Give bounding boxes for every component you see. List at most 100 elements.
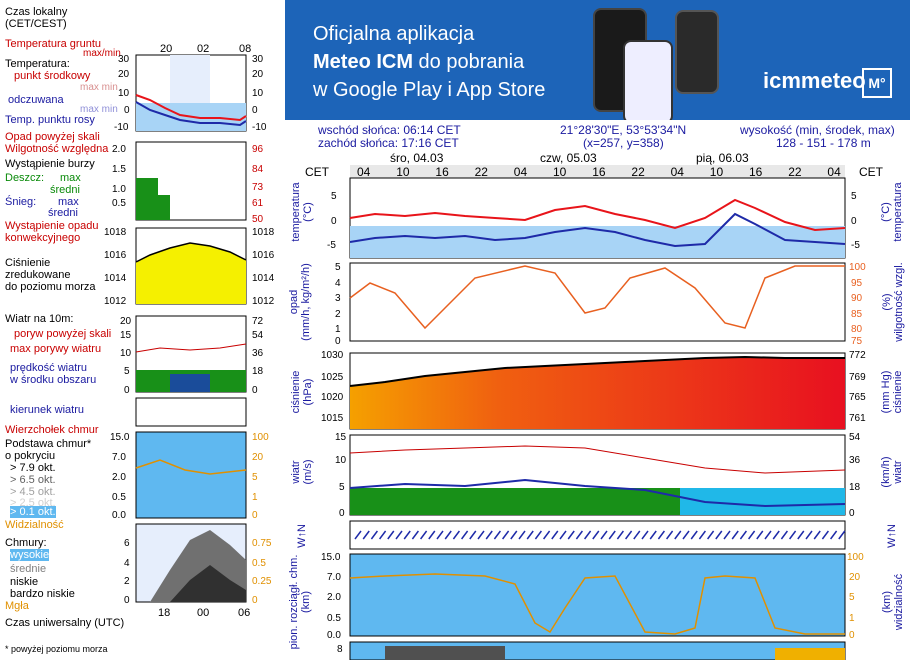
svg-text:765: 765 [849, 392, 866, 403]
svg-text:0.5: 0.5 [252, 558, 266, 569]
svg-text:20: 20 [849, 572, 861, 583]
wind-dir-arrow [485, 530, 493, 540]
svg-text:7.0: 7.0 [112, 452, 126, 463]
svg-text:5: 5 [851, 191, 857, 202]
svg-text:0: 0 [331, 216, 337, 227]
svg-text:15: 15 [335, 432, 347, 443]
wind-dir-arrow [829, 530, 838, 540]
wind-dir-arrow [354, 530, 362, 540]
hour-tick-3: 22 [475, 165, 489, 179]
svg-text:84: 84 [252, 164, 264, 175]
coords: 21°28'30"E, 53°53'34"N [560, 123, 687, 137]
svg-text:0.5: 0.5 [112, 492, 126, 503]
label-cloud-right: (km) widzialność [881, 573, 905, 631]
svg-text:3: 3 [335, 293, 341, 304]
svg-text:769: 769 [849, 372, 866, 383]
svg-text:2: 2 [335, 309, 341, 320]
svg-text:761: 761 [849, 413, 866, 424]
svg-text:4: 4 [124, 558, 130, 569]
label-rain-right: (%) wilgotność wzgl. [881, 262, 905, 342]
svg-text:4: 4 [335, 278, 341, 289]
svg-text:1015: 1015 [321, 413, 344, 424]
legend-time-local: Czas lokalny (CET/CEST) [5, 6, 68, 30]
wind-dir-arrow [772, 530, 780, 540]
svg-text:30: 30 [252, 54, 264, 65]
wind-dir-arrow [821, 530, 830, 540]
svg-text:-10: -10 [252, 122, 267, 133]
legend-gust-over: poryw powyżej skali [14, 328, 112, 340]
phone-image-2 [623, 40, 673, 120]
svg-text:-5: -5 [851, 240, 860, 251]
wind-dir-arrow [510, 530, 518, 540]
wind-dir-arrow [674, 530, 682, 540]
svg-text:100: 100 [847, 552, 864, 563]
wind-dir-arrow [387, 530, 395, 540]
legend-soil-temp: Temperatura gruntu [5, 38, 101, 50]
brand-logo: icmmeteo [763, 68, 866, 93]
svg-text:5: 5 [124, 366, 130, 377]
svg-text:80: 80 [851, 324, 863, 335]
svg-text:0: 0 [339, 508, 345, 519]
svg-text:15.0: 15.0 [110, 432, 130, 443]
svg-text:0.75: 0.75 [252, 538, 272, 549]
svg-text:0.0: 0.0 [112, 510, 126, 521]
tick-utc-1: 00 [197, 607, 209, 619]
day-0: śro, 04.03 [390, 151, 444, 165]
wind-dir-arrow [805, 530, 813, 540]
svg-text:100: 100 [252, 432, 269, 443]
hour-tick-9: 10 [710, 165, 724, 179]
altitude-value: 128 - 151 - 178 m [776, 136, 871, 150]
hour-tick-2: 16 [435, 165, 449, 179]
legend-okt65: > 6.5 okt. [10, 474, 56, 486]
cet-left: CET [305, 165, 330, 179]
svg-text:1: 1 [335, 324, 341, 335]
svg-text:10: 10 [335, 455, 347, 466]
hour-ticks: 04 10 16 22 04 10 16 22 04 10 16 22 04 [357, 165, 841, 179]
tick-local-2: 08 [239, 43, 251, 55]
svg-text:36: 36 [849, 455, 861, 466]
svg-text:85: 85 [851, 309, 863, 320]
svg-text:0: 0 [335, 336, 341, 347]
wind-dir-arrow [584, 530, 592, 540]
svg-text:5: 5 [252, 472, 258, 483]
svg-text:15.0: 15.0 [321, 552, 341, 563]
svg-text:90: 90 [851, 293, 863, 304]
svg-text:0: 0 [849, 630, 855, 641]
svg-text:6: 6 [124, 538, 130, 549]
promo-banner[interactable]: Oficjalna aplikacja Meteo ICM do pobrani… [285, 0, 910, 120]
banner-text: Oficjalna aplikacja Meteo ICM do pobrani… [313, 20, 545, 104]
svg-text:5: 5 [339, 482, 345, 493]
wind-dir-arrow [493, 530, 501, 540]
svg-text:-5: -5 [327, 240, 336, 251]
hour-tick-7: 22 [631, 165, 645, 179]
legend-rain-max: max [60, 172, 81, 184]
svg-text:1.0: 1.0 [112, 184, 126, 195]
wind-dir-arrow [739, 530, 747, 540]
legend-low: niskie [10, 576, 39, 588]
banner-line2-bold: Meteo ICM [313, 51, 413, 73]
svg-text:0: 0 [124, 105, 130, 116]
banner-line2-rest: do pobrania [413, 51, 525, 73]
legend-okt01: > 0.1 okt. [10, 506, 56, 518]
svg-text:20: 20 [252, 452, 264, 463]
svg-text:1014: 1014 [104, 273, 127, 284]
hour-tick-1: 10 [396, 165, 410, 179]
wind-dir-arrow [420, 530, 428, 540]
wind-dir-arrow [502, 530, 510, 540]
legend-fog: Mgła [5, 600, 29, 612]
label-pres-right: (mm Hg) ciśnienie [880, 370, 904, 414]
wind-dir-arrow [518, 530, 526, 540]
legend-storm: Wystąpienie burzy [5, 158, 95, 170]
svg-text:1020: 1020 [321, 392, 344, 403]
legend-wind-speed: prędkość wiatru w środku obszaru [10, 362, 97, 386]
hour-tick-0: 04 [357, 165, 371, 179]
legend-maxmin: max min [80, 82, 118, 93]
wind-dir-arrow [789, 530, 797, 540]
label-rain-left: opad (mm/h, kg/m²/h) [288, 263, 312, 341]
wind-dir-arrow [641, 530, 649, 540]
hour-tick-4: 04 [514, 165, 528, 179]
legend-okt79: > 7.9 okt. [10, 462, 56, 474]
wind-dir-arrow [748, 530, 756, 540]
svg-text:5: 5 [331, 191, 337, 202]
